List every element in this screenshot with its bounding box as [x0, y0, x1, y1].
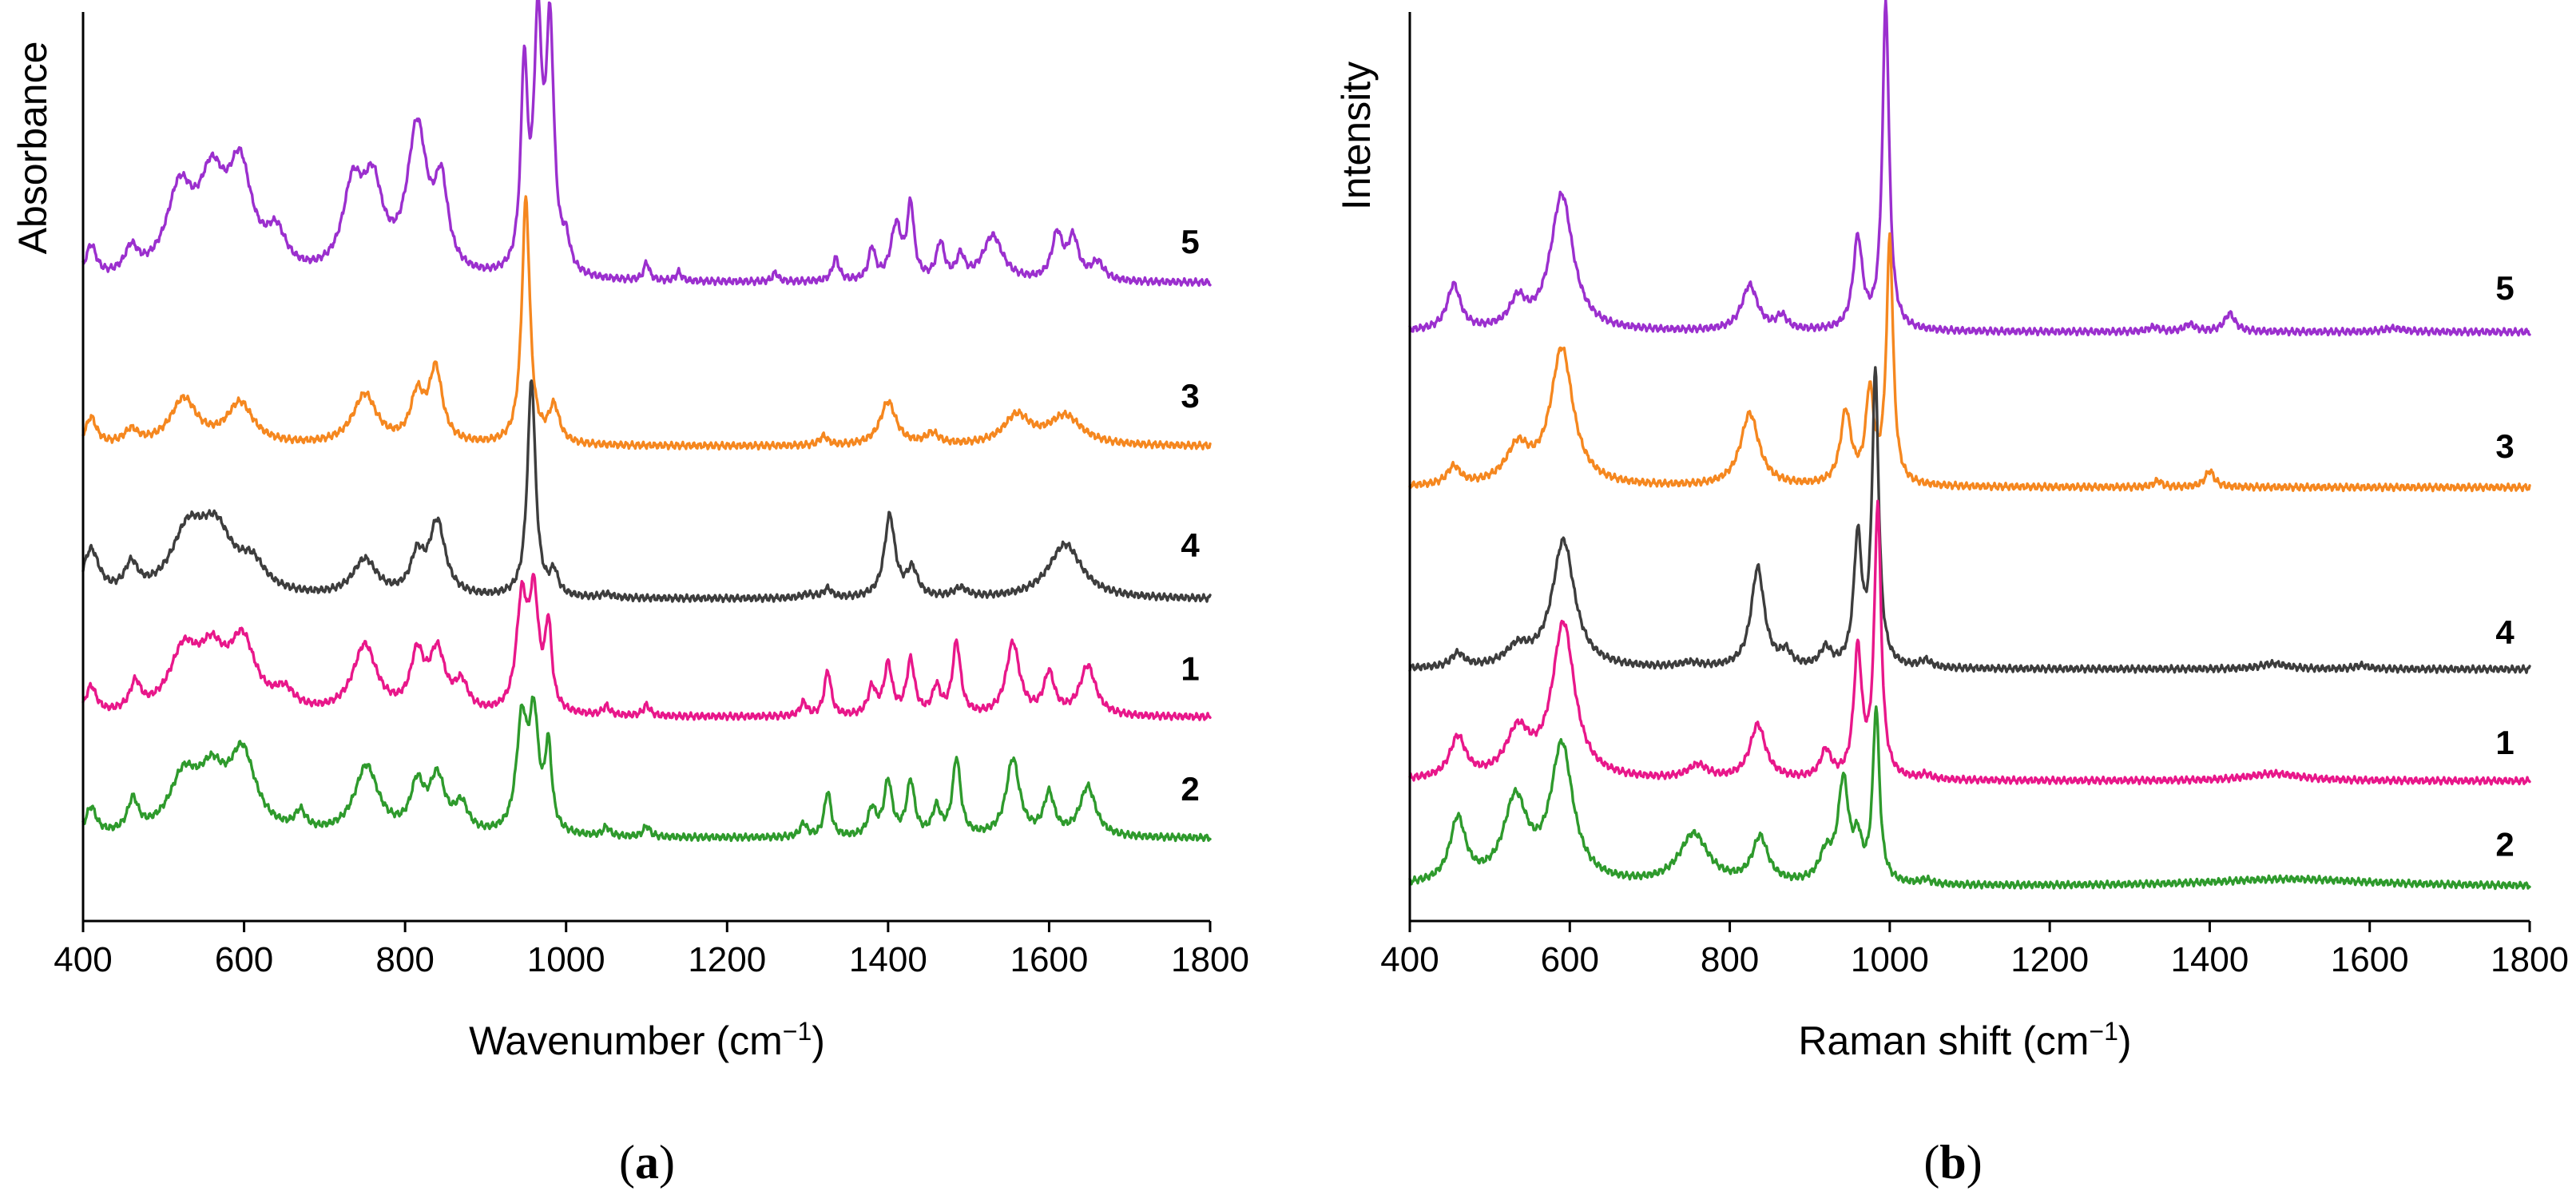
panel-a-x-axis-title-unit: (cm — [716, 1018, 782, 1063]
panel-a: 5 3 4 1 2 400 600 800 1000 1200 1400 1600 1800 Abso… — [10, 0, 1249, 1189]
panel-b-x-axis-title-unit: (cm — [2022, 1018, 2089, 1063]
panel-a-series-4-line — [81, 379, 1212, 604]
panel-b-x-tick-label: 1400 — [2170, 940, 2249, 979]
panel-a-series-2-label: 2 — [1181, 770, 1199, 808]
panel-b-series-2-line — [1408, 705, 2531, 891]
panel-b-series-1-label: 1 — [2495, 724, 2514, 761]
panel-a-x-ticks: 400 600 800 1000 1200 1400 1600 1800 — [54, 921, 1249, 979]
panel-a-x-tick-label: 800 — [375, 940, 434, 979]
panel-a-series-5-label: 5 — [1181, 223, 1199, 260]
panel-b: 5 3 4 1 2 400 600 800 1000 1200 1400 1600 1800 Inte… — [1334, 0, 2569, 1189]
panel-a-x-axis-title: Wavenumber (cm−1) — [469, 1017, 825, 1063]
panel-a-series-3-line — [81, 195, 1212, 451]
panel-a-series-4-label: 4 — [1181, 526, 1200, 564]
panel-a-series-1-line — [81, 573, 1212, 721]
panel-b-x-tick-label: 1200 — [2010, 940, 2089, 979]
panel-a-x-tick-label: 1800 — [1171, 940, 1249, 979]
panel-a-x-tick-label: 600 — [215, 940, 273, 979]
panel-a-y-axis-title: Absorbance — [10, 42, 55, 255]
panel-a-x-axis-title-exp: −1 — [783, 1017, 812, 1046]
panel-b-series-4-line — [1408, 366, 2531, 674]
panel-b-x-axis-title-exp: −1 — [2089, 1017, 2118, 1046]
panel-a-x-tick-label: 1600 — [1010, 940, 1088, 979]
panel-a-series-2-line — [81, 695, 1212, 843]
panel-a-x-tick-label: 400 — [54, 940, 112, 979]
panel-a-series-5-line — [81, 0, 1212, 288]
panel-b-series-1-line — [1408, 499, 2531, 786]
panel-b-series-5-line — [1408, 0, 2531, 337]
panel-a-plot: 5 3 4 1 2 — [81, 0, 1212, 843]
panel-b-x-tick-label: 400 — [1380, 940, 1439, 979]
panel-b-series-2-label: 2 — [2495, 825, 2514, 863]
panel-a-x-axis-title-main: Wavenumber — [469, 1018, 705, 1063]
panel-a-x-tick-label: 1000 — [527, 940, 605, 979]
panel-b-x-ticks: 400 600 800 1000 1200 1400 1600 1800 — [1380, 921, 2569, 979]
panel-a-x-tick-label: 1200 — [688, 940, 766, 979]
panel-b-x-tick-label: 1000 — [1851, 940, 1929, 979]
panel-b-label: (b) — [1923, 1136, 1982, 1189]
panel-b-y-axis-title: Intensity — [1334, 62, 1379, 210]
panel-b-label-letter: b — [1939, 1136, 1966, 1189]
panel-b-x-tick-label: 1800 — [2491, 940, 2569, 979]
panel-b-series-3-label: 3 — [2495, 427, 2514, 465]
panel-b-plot: 5 3 4 1 2 — [1408, 0, 2531, 891]
panel-b-x-axis-title: Raman shift (cm−1) — [1798, 1017, 2131, 1063]
panel-b-x-axis-title-main: Raman shift — [1798, 1018, 2011, 1063]
panel-b-x-tick-label: 800 — [1701, 940, 1759, 979]
panel-b-series-3-line — [1408, 232, 2531, 493]
panel-b-series-4-label: 4 — [2495, 613, 2514, 651]
panel-b-x-tick-label: 1600 — [2331, 940, 2409, 979]
panel-a-series-1-label: 1 — [1181, 650, 1199, 688]
panel-a-x-tick-label: 1400 — [849, 940, 927, 979]
panel-b-x-tick-label: 600 — [1541, 940, 1599, 979]
panel-a-label: (a) — [619, 1136, 675, 1189]
panel-a-series-3-label: 3 — [1181, 377, 1199, 415]
panel-b-series-5-label: 5 — [2495, 269, 2514, 307]
panel-a-label-letter: a — [635, 1136, 659, 1189]
